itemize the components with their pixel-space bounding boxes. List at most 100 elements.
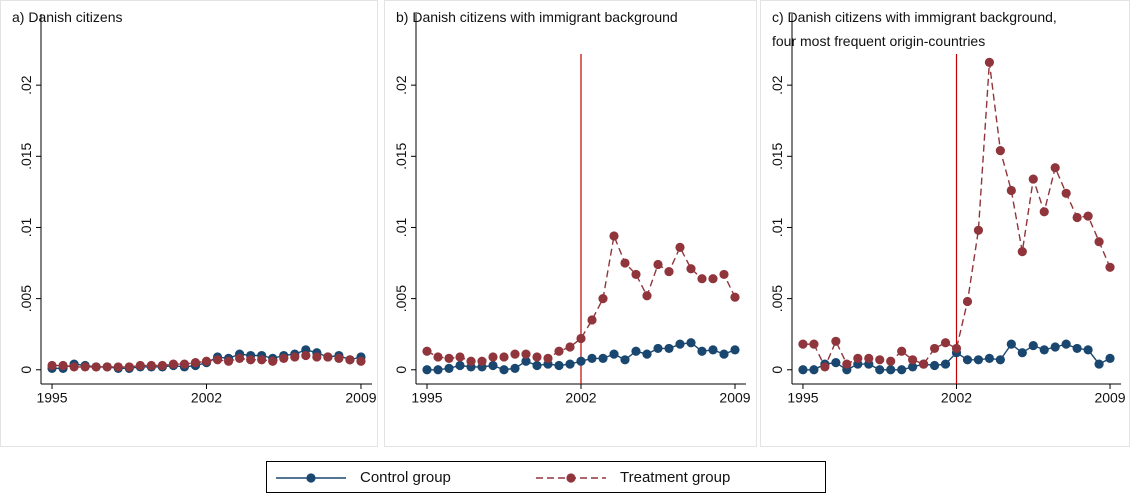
y-tick-label: .005 [393, 285, 409, 312]
y-tick-label: .015 [393, 142, 409, 169]
marker [1072, 343, 1082, 354]
marker [1050, 163, 1060, 173]
marker [664, 343, 674, 354]
marker [631, 269, 641, 280]
y-tick-label: .015 [769, 142, 785, 169]
marker [521, 356, 531, 366]
marker [984, 57, 995, 67]
y-tick-label: .005 [769, 285, 785, 312]
marker [510, 363, 520, 373]
marker [1028, 340, 1038, 351]
marker [908, 362, 918, 372]
marker [58, 360, 68, 371]
marker [47, 360, 57, 371]
panel-frame [384, 0, 757, 447]
marker [532, 352, 542, 362]
marker [984, 353, 995, 363]
marker [455, 360, 465, 371]
y-tick-label: .005 [18, 285, 34, 312]
marker [334, 353, 344, 363]
panel-title: a) Danish citizens [12, 9, 123, 25]
marker [587, 353, 597, 363]
y-tick-label: 0 [393, 366, 409, 374]
marker [798, 339, 808, 349]
marker [223, 356, 234, 366]
marker [598, 353, 608, 363]
marker [842, 359, 852, 369]
x-tick-label: 1995 [36, 390, 67, 406]
marker [444, 363, 454, 373]
marker [1061, 339, 1071, 349]
marker [908, 355, 918, 365]
marker [875, 365, 885, 375]
marker [521, 349, 531, 359]
marker [1039, 345, 1049, 355]
marker [135, 360, 145, 371]
series-line [426, 233, 736, 362]
legend-label: Control group [360, 469, 451, 486]
marker [499, 352, 509, 362]
marker [433, 352, 443, 362]
y-tick-label: .01 [769, 218, 785, 238]
marker [719, 269, 729, 280]
legend-marker [306, 473, 316, 483]
y-tick-label: .02 [18, 75, 34, 95]
x-tick-label: 2002 [565, 390, 596, 406]
marker [973, 355, 984, 365]
y-tick-label: .015 [18, 142, 34, 169]
marker [962, 355, 973, 365]
x-tick-label: 2009 [1094, 390, 1125, 406]
marker [831, 358, 841, 368]
x-tick-label: 2002 [941, 390, 972, 406]
marker [951, 343, 962, 354]
marker [301, 350, 311, 361]
marker [268, 356, 278, 366]
legend-marker [566, 473, 576, 483]
marker [433, 365, 443, 375]
marker [499, 365, 509, 375]
marker [929, 343, 940, 354]
marker [995, 146, 1005, 156]
marker [598, 294, 608, 304]
y-tick-label: .01 [18, 218, 34, 238]
marker [124, 362, 134, 372]
marker [488, 352, 498, 362]
marker [554, 360, 564, 371]
marker [929, 360, 940, 371]
marker [995, 355, 1005, 365]
x-tick-label: 2002 [191, 390, 222, 406]
marker [1017, 247, 1027, 257]
marker [1028, 174, 1038, 184]
x-tick-label: 1995 [411, 390, 442, 406]
marker [1061, 188, 1071, 198]
marker [477, 356, 487, 366]
marker [190, 358, 201, 368]
marker [708, 274, 718, 284]
marker [940, 359, 951, 369]
marker [973, 225, 984, 235]
marker [653, 343, 663, 354]
marker [510, 349, 520, 359]
marker [80, 362, 90, 372]
marker [1039, 207, 1049, 217]
y-tick-label: 0 [769, 366, 785, 374]
panel: a) Danish citizens 0 .005 .01 .015 .02 1995 200… [0, 0, 378, 447]
marker [146, 360, 156, 371]
marker [1083, 211, 1093, 221]
marker [157, 360, 167, 371]
marker [212, 355, 223, 365]
marker [444, 353, 454, 363]
marker [488, 360, 498, 371]
marker [697, 274, 707, 284]
marker [69, 362, 79, 372]
marker [730, 345, 740, 355]
marker [886, 356, 896, 366]
marker [323, 352, 333, 362]
marker [897, 346, 907, 356]
marker [1006, 185, 1016, 196]
marker [809, 339, 819, 349]
marker [730, 292, 740, 302]
marker [422, 346, 432, 356]
legend: Control group Treatment group [266, 461, 826, 493]
